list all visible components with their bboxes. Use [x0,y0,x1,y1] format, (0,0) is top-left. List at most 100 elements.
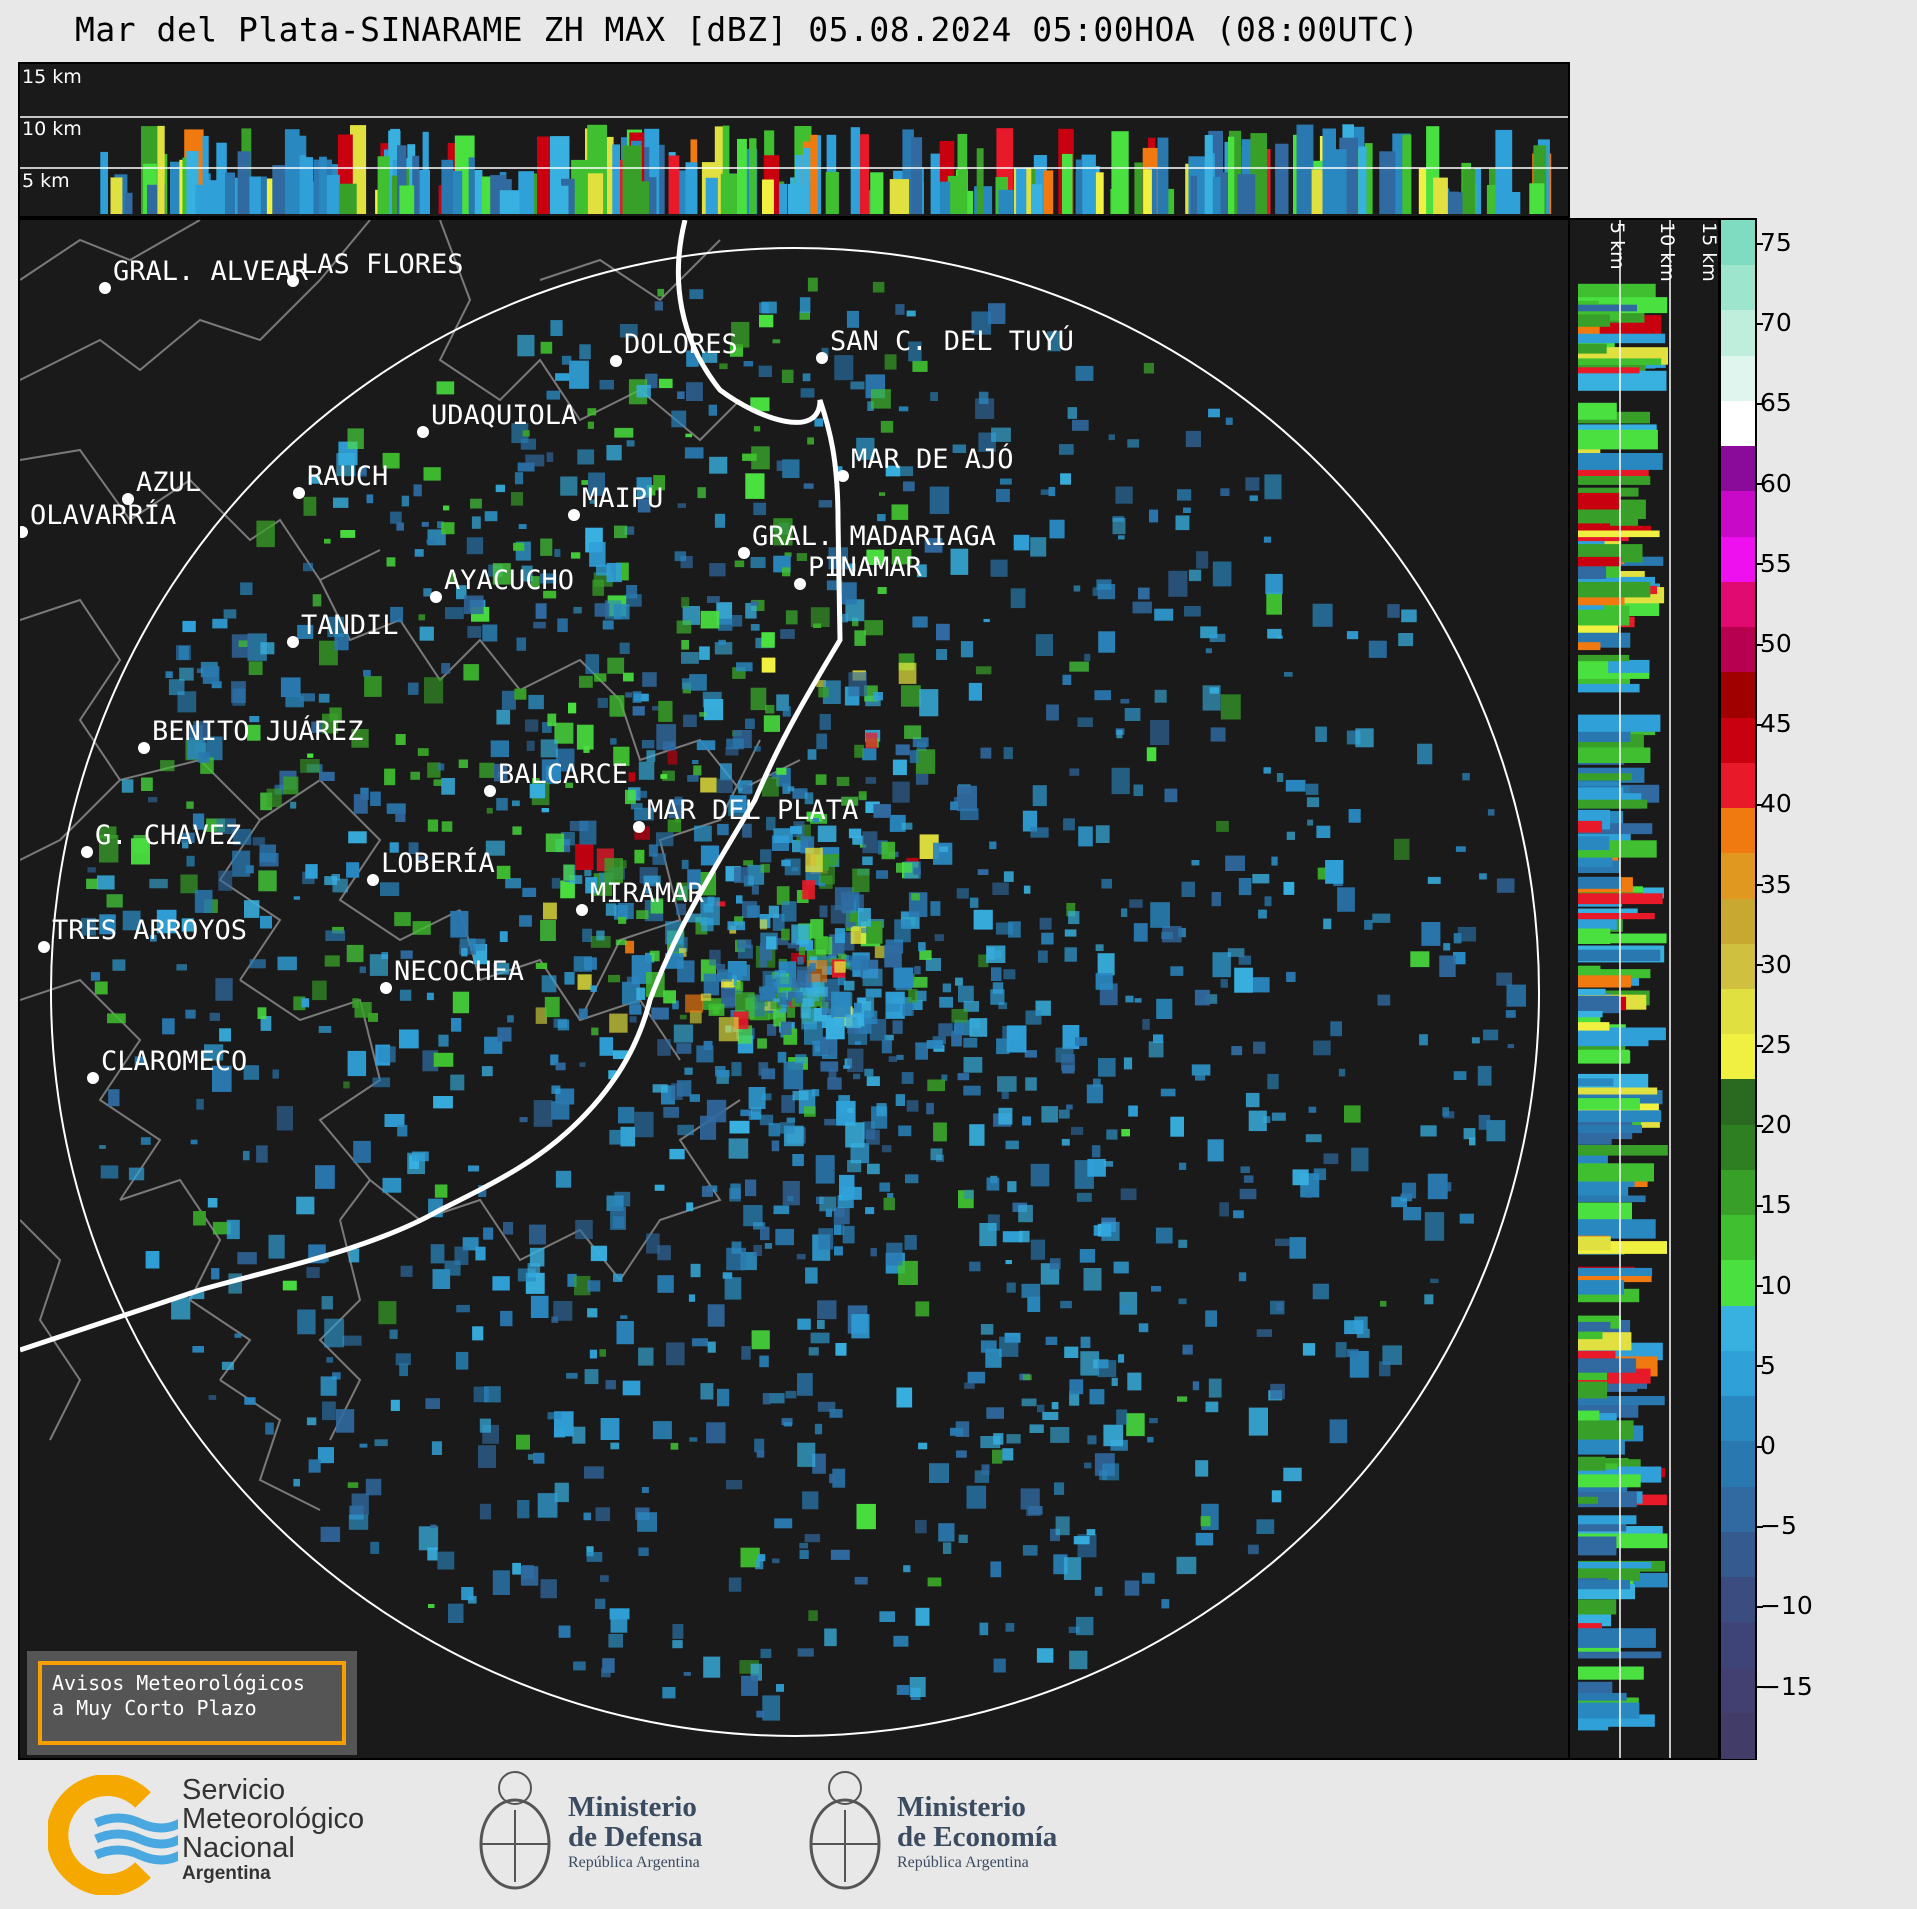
radar-echo-cell [99,1145,106,1149]
radar-echo-cell [864,1068,874,1077]
colorbar-tick-label: 10 [1755,1270,1792,1300]
radar-echo-cell [818,500,833,508]
radar-echo-cell [708,404,717,416]
colorbar-segment [1721,808,1755,855]
radar-echo-cell [729,795,747,813]
radar-echo-cell [1115,486,1133,504]
radar-echo-cell [797,956,804,965]
radar-echo-cell [418,1526,439,1551]
radar-echo-cell [879,1611,895,1622]
city-label: MIRAMAR [590,878,705,909]
radar-echo-cell [806,811,823,822]
radar-echo-cell [852,617,859,627]
radar-echo-cell [1094,690,1111,701]
radar-echo-cell [694,825,712,842]
radar-echo-cell [1025,1077,1037,1091]
radar-echo-cell [1029,1424,1044,1433]
radar-echo-cell [1179,1162,1187,1170]
radar-echo-cell [919,689,939,717]
side-profile-svg [1578,220,1671,1758]
radar-echo-cell [1191,1064,1211,1076]
radar-echo-cell [758,1062,769,1076]
side-profile-cell [1578,1420,1634,1440]
radar-echo-cell [955,977,963,986]
radar-echo-cell [579,820,597,845]
colorbar-segment [1721,1486,1755,1533]
radar-echo-cell [587,408,597,416]
radar-echo-cell [285,696,304,708]
radar-echo-cell [634,849,645,864]
radar-echo-cell [458,759,468,768]
radar-echo-cell [479,762,495,778]
radar-echo-cell [654,1184,665,1191]
radar-echo-cell [1118,1354,1125,1363]
radar-echo-cell [1039,917,1052,930]
radar-echo-cell [758,365,772,377]
radar-echo-cell [1380,1300,1387,1307]
radar-echo-cell [768,1123,781,1137]
radar-echo-cell [594,1598,606,1609]
radar-echo-cell [734,867,749,883]
radar-echo-cell [437,1551,455,1570]
radar-echo-cell [992,1449,1003,1464]
radar-echo-cell [386,803,406,814]
colorbar-tick-label: −15 [1755,1671,1813,1701]
radar-echo-cell [1292,1169,1309,1186]
radar-echo-cell [575,843,594,870]
radar-echo-cell [820,1036,836,1055]
radar-echo-cell [638,1547,649,1556]
radar-echo-cell [359,1443,368,1448]
radar-echo-cell [423,588,432,597]
side-profile-cell [1578,1381,1608,1399]
radar-echo-cell [1156,998,1173,1019]
radar-echo-cell [979,1622,989,1636]
radar-echo-cell [667,750,678,765]
radar-echo-cell [121,779,134,793]
radar-echo-cell [1286,831,1295,840]
radar-echo-cell [535,962,548,969]
radar-echo-cell [942,1542,952,1554]
radar-echo-cell [781,1095,795,1113]
radar-echo-cell [300,759,320,773]
radar-echo-cell [894,919,911,943]
radar-echo-cell [610,1442,620,1450]
radar-echo-cell [1030,537,1047,557]
radar-echo-cell [742,453,757,461]
radar-echo-cell [865,801,880,813]
smn-logo-icon [48,1775,178,1895]
city-dot [738,547,750,559]
radar-echo-cell [180,874,198,894]
radar-echo-cell [1183,507,1191,513]
radar-echo-cell [772,339,781,344]
radar-echo-cell [706,1422,726,1444]
radar-echo-cell [1087,1435,1097,1445]
radar-echo-cell [1177,489,1192,501]
radar-echo-cell [336,453,356,477]
radar-echo-cell [1138,587,1150,600]
radar-echo-cell [666,1342,685,1366]
radar-echo-cell [688,1294,696,1302]
radar-echo-cell [933,842,953,865]
top-10km-label: 10 km [22,118,82,140]
radar-echo-cell [856,1503,876,1530]
radar-echo-cell [1312,1283,1329,1300]
radar-echo-cell [1125,995,1134,1003]
radar-echo-cell [599,379,614,390]
radar-echo-cell [971,311,992,335]
radar-echo-cell [817,1320,825,1329]
radar-echo-cell [622,981,640,1005]
radar-echo-cell [1249,495,1258,502]
radar-echo-cell [626,440,635,447]
radar-echo-cell [527,1263,541,1278]
radar-echo-cell [1364,919,1373,930]
radar-echo-cell [862,748,877,761]
avisos-badge[interactable]: Avisos Meteorológicos a Muy Corto Plazo [27,1651,357,1755]
radar-echo-cell [1208,1378,1222,1398]
radar-echo-cell [951,1009,968,1023]
radar-echo-cell [996,1038,1010,1055]
side-profile-cell [1578,969,1651,979]
side-profile-cell [1578,913,1655,920]
radar-echo-cell [689,674,707,691]
radar-echo-cell [684,1067,693,1075]
radar-echo-cell [587,421,594,429]
